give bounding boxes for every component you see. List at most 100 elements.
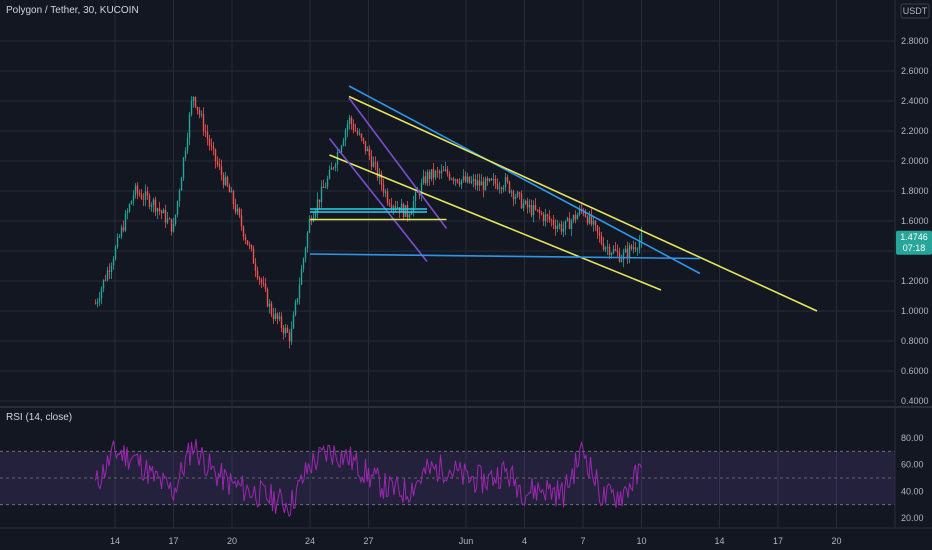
candle-body: [520, 193, 523, 209]
candle-body: [408, 214, 411, 218]
candle-body: [446, 169, 449, 174]
candle-body: [348, 117, 351, 124]
candle-body: [372, 162, 375, 167]
candle-body: [402, 203, 405, 217]
candle-body: [438, 171, 441, 174]
candle-body: [316, 199, 319, 212]
candle-body: [144, 191, 147, 200]
time-tick-label: Jun: [459, 536, 474, 546]
rsi-pane[interactable]: [0, 439, 895, 518]
candle-body: [606, 246, 609, 248]
candle-body: [590, 214, 593, 225]
trendline[interactable]: [328, 138, 428, 262]
candle-body: [476, 180, 479, 186]
candle-body: [508, 181, 511, 193]
candle-body: [382, 184, 385, 193]
rsi-axis[interactable]: 80.00 60.00 40.00 20.00: [901, 433, 924, 523]
candle-body: [122, 227, 125, 231]
candle-body: [360, 133, 363, 139]
candle-body: [266, 288, 269, 307]
candle-body: [374, 162, 377, 164]
candle-body: [120, 227, 123, 237]
candle-body: [524, 200, 527, 204]
candle-body: [562, 228, 565, 232]
candle-body: [320, 186, 323, 203]
candle-body: [142, 198, 145, 200]
candle-body: [162, 210, 165, 214]
candle-body: [112, 259, 115, 266]
candle-body: [276, 313, 279, 319]
price-tick-label: 2.6000: [901, 66, 929, 76]
candle-body: [152, 199, 155, 206]
candle-body: [500, 187, 503, 190]
candle-body: [272, 314, 275, 320]
candle-body: [530, 205, 533, 216]
time-tick-label: 7: [580, 536, 585, 546]
candle-body: [440, 170, 443, 174]
candle-body: [282, 327, 285, 334]
candle-body: [638, 241, 641, 250]
price-tick-label: 0.8000: [901, 336, 929, 346]
candle-body: [474, 179, 477, 186]
trendline[interactable]: [348, 97, 448, 229]
candle-body: [278, 316, 281, 319]
last-price-value: 1.4746: [900, 232, 928, 242]
trendline[interactable]: [309, 253, 701, 260]
candle-body: [460, 179, 463, 185]
candle-body: [504, 177, 507, 188]
candle-body: [394, 206, 397, 208]
candle-body: [478, 180, 481, 186]
candle-body: [616, 250, 619, 253]
candle-body: [412, 201, 415, 212]
time-tick-label: 20: [227, 536, 237, 546]
rsi-line: [95, 439, 642, 518]
trendline[interactable]: [348, 95, 818, 312]
candle-body: [598, 232, 601, 236]
candle-body: [560, 224, 563, 232]
candle-body: [352, 123, 355, 131]
time-axis[interactable]: 14 17 20 24 27 Jun 4 7 10 14 17 20: [110, 536, 842, 546]
candle-body: [538, 209, 541, 213]
candle-body: [148, 195, 151, 207]
price-tick-label: 1.0000: [901, 306, 929, 316]
price-tick-label: 2.0000: [901, 156, 929, 166]
candle-body: [238, 208, 241, 216]
price-axis[interactable]: 2.8000 2.6000 2.4000 2.2000 2.0000 1.8000 1.60…: [901, 36, 929, 406]
candle-body: [622, 252, 625, 260]
price-pane[interactable]: [0, 0, 895, 528]
currency-badge[interactable]: USDT: [900, 3, 930, 19]
candle-body: [168, 218, 171, 220]
candle-body: [358, 133, 361, 135]
candle-body: [370, 155, 373, 167]
candle-body: [558, 224, 561, 227]
candle-body: [568, 218, 571, 230]
candle-body: [158, 208, 161, 211]
candle-body: [264, 283, 267, 289]
candle-body: [594, 220, 597, 226]
trendline[interactable]: [329, 154, 662, 291]
candle-body: [208, 138, 211, 146]
trendline[interactable]: [348, 85, 701, 275]
candle-body: [254, 263, 257, 271]
candle-body: [262, 283, 265, 285]
candle-body: [140, 194, 143, 199]
candle-body: [484, 178, 487, 191]
candle-body: [556, 226, 559, 229]
candle-body: [176, 200, 179, 215]
candle-body: [172, 224, 175, 232]
candle-body: [290, 328, 293, 342]
candle-body: [308, 218, 311, 233]
candle-body: [228, 185, 231, 193]
candle-body: [468, 176, 471, 183]
candle-body: [150, 205, 153, 207]
candle-body: [488, 178, 491, 181]
candle-body: [472, 179, 475, 181]
candle-body: [544, 214, 547, 222]
candle-body: [280, 316, 283, 328]
candle-body: [366, 148, 369, 152]
candle-body: [242, 226, 245, 237]
candle-body: [552, 220, 555, 226]
candle-body: [572, 215, 575, 221]
candle-body: [380, 173, 383, 185]
